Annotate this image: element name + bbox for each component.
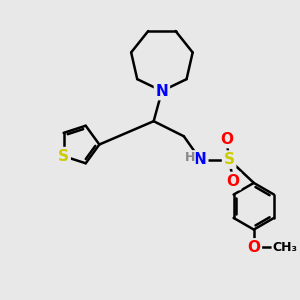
Text: CH₃: CH₃ [272,241,297,254]
Text: O: O [247,240,260,255]
Text: N: N [194,152,207,167]
Text: O: O [227,173,240,188]
Text: S: S [58,148,69,164]
Text: H: H [185,151,195,164]
Text: S: S [224,152,235,167]
Text: O: O [220,131,233,146]
Text: N: N [155,83,168,98]
